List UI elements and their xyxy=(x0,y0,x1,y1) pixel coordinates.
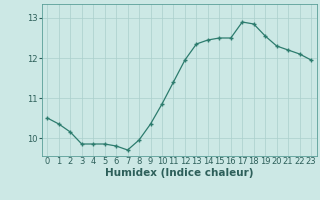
X-axis label: Humidex (Indice chaleur): Humidex (Indice chaleur) xyxy=(105,168,253,178)
